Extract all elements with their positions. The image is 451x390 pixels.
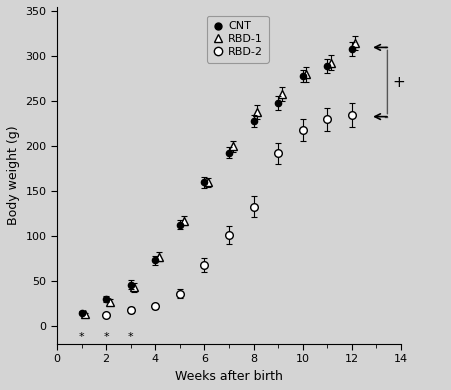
X-axis label: Weeks after birth: Weeks after birth (175, 370, 283, 383)
Text: *: * (79, 332, 84, 342)
Y-axis label: Body weight (g): Body weight (g) (7, 126, 20, 225)
Text: *: * (103, 332, 109, 342)
Text: +: + (392, 74, 405, 90)
Legend: CNT, RBD-1, RBD-2: CNT, RBD-1, RBD-2 (207, 16, 269, 62)
Text: *: * (128, 332, 133, 342)
